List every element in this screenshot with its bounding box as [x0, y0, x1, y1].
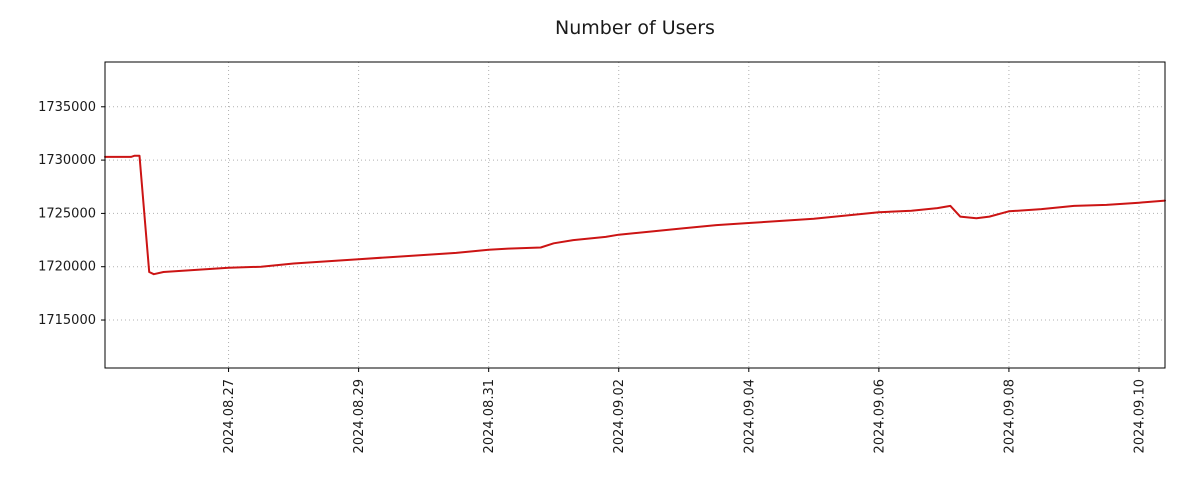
axis-ticks — [101, 106, 1140, 372]
svg-text:1735000: 1735000 — [38, 100, 96, 115]
svg-text:1730000: 1730000 — [38, 153, 96, 168]
svg-text:2024.09.02: 2024.09.02 — [612, 379, 627, 453]
svg-text:1725000: 1725000 — [38, 206, 96, 221]
svg-text:2024.08.31: 2024.08.31 — [482, 379, 497, 453]
x-tick-labels: 2024.08.27 2024.08.29 2024.08.31 2024.09.02… — [222, 379, 1147, 453]
plot-border — [104, 61, 1166, 369]
y-tick-labels: 1715000 1720000 1725000 1730000 1735000 — [38, 100, 96, 328]
gridlines — [105, 62, 1165, 368]
series-line-users — [104, 154, 1166, 276]
svg-text:2024.08.27: 2024.08.27 — [222, 379, 237, 453]
svg-text:1720000: 1720000 — [38, 260, 96, 275]
chart-title: Number of Users — [555, 17, 715, 39]
svg-text:2024.09.04: 2024.09.04 — [742, 379, 757, 453]
svg-text:2024.09.08: 2024.09.08 — [1002, 379, 1017, 453]
svg-text:1715000: 1715000 — [38, 313, 96, 328]
svg-text:2024.08.29: 2024.08.29 — [352, 379, 367, 453]
svg-text:2024.09.06: 2024.09.06 — [872, 379, 887, 453]
svg-text:2024.09.10: 2024.09.10 — [1132, 379, 1147, 453]
